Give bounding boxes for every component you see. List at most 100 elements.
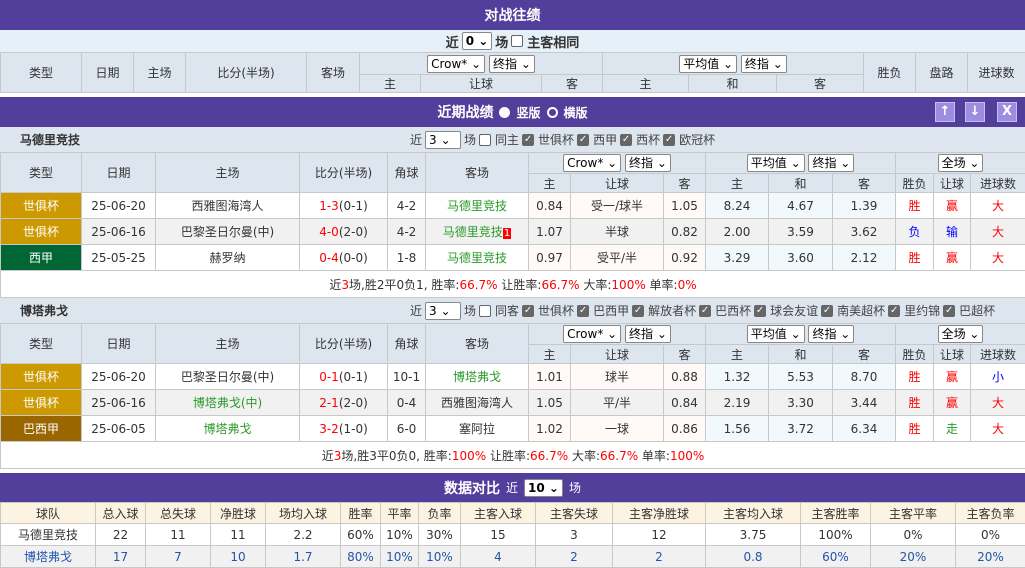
company-select[interactable]: Crow* ⌄ bbox=[427, 55, 485, 73]
h2h-th-result: 胜负 bbox=[864, 53, 916, 93]
h2h-filter: 近 0 ⌄ 场 主客相同 bbox=[0, 30, 1025, 52]
full-score: 3-2 bbox=[319, 422, 339, 436]
league-type[interactable]: 西甲 bbox=[1, 245, 82, 271]
league-filter-checkbox[interactable]: ✓ bbox=[888, 305, 900, 317]
odds-type-select[interactable]: 终指 ⌄ bbox=[625, 154, 671, 172]
odds-type-select[interactable]: 终指 ⌄ bbox=[489, 55, 535, 73]
league-filter-checkbox[interactable]: ✓ bbox=[663, 134, 675, 146]
compare-value: 3 bbox=[536, 524, 613, 546]
league-filter-checkbox[interactable]: ✓ bbox=[699, 305, 711, 317]
odds-type-select[interactable]: 终指 ⌄ bbox=[625, 325, 671, 343]
summary-part: 0% bbox=[678, 278, 697, 292]
close-button[interactable]: X bbox=[997, 102, 1017, 122]
match-score[interactable]: 3-2(1-0) bbox=[300, 416, 388, 442]
away-team[interactable]: 西雅图海湾人 bbox=[426, 390, 529, 416]
half-score: (2-0) bbox=[339, 396, 368, 410]
summary-part: 100% bbox=[452, 449, 486, 463]
compare-header: 胜率 bbox=[341, 503, 381, 524]
summary-part: 100% bbox=[611, 278, 645, 292]
away-team-name: 博塔弗戈 bbox=[453, 370, 501, 384]
compare-value: 30% bbox=[419, 524, 461, 546]
league-filter-checkbox[interactable]: ✓ bbox=[522, 134, 534, 146]
league-type[interactable]: 世俱杯 bbox=[1, 193, 82, 219]
euro-odds-type-select[interactable]: 终指 ⌄ bbox=[808, 325, 854, 343]
period-select[interactable]: 全场 ⌄ bbox=[938, 325, 984, 343]
compare-count-select[interactable]: 10 ⌄ bbox=[524, 479, 563, 497]
asian-selects: Crow* ⌄ 终指 ⌄ bbox=[529, 324, 706, 345]
match-score[interactable]: 0-4(0-0) bbox=[300, 245, 388, 271]
away-team[interactable]: 博塔弗戈 bbox=[426, 364, 529, 390]
league-type[interactable]: 世俱杯 bbox=[1, 390, 82, 416]
away-team[interactable]: 马德里竞技1 bbox=[426, 219, 529, 245]
move-down-button[interactable]: ↓ bbox=[965, 102, 985, 122]
corner-score: 10-1 bbox=[388, 364, 426, 390]
league-type[interactable]: 世俱杯 bbox=[1, 364, 82, 390]
home-team[interactable]: 巴黎圣日尔曼(中) bbox=[156, 219, 300, 245]
compare-value: 0.8 bbox=[706, 546, 801, 568]
vertical-radio[interactable] bbox=[499, 107, 510, 118]
away-team-name: 塞阿拉 bbox=[459, 422, 495, 436]
same-checkbox[interactable] bbox=[479, 305, 491, 317]
away-team[interactable]: 塞阿拉 bbox=[426, 416, 529, 442]
compare-value: 20% bbox=[956, 546, 1025, 568]
league-filter-checkbox[interactable]: ✓ bbox=[754, 305, 766, 317]
match-count-select[interactable]: 3 ⌄ bbox=[425, 131, 461, 149]
horizontal-radio[interactable] bbox=[547, 107, 558, 118]
same-checkbox[interactable] bbox=[479, 134, 491, 146]
match-score[interactable]: 4-0(2-0) bbox=[300, 219, 388, 245]
league-filter-checkbox[interactable]: ✓ bbox=[821, 305, 833, 317]
league-type[interactable]: 世俱杯 bbox=[1, 219, 82, 245]
euro-odds: 3.29 bbox=[706, 245, 769, 271]
company-select[interactable]: Crow* ⌄ bbox=[563, 154, 621, 172]
column-subheader: 主 bbox=[529, 345, 571, 364]
league-type[interactable]: 巴西甲 bbox=[1, 416, 82, 442]
euro-odds-type-select[interactable]: 终指 ⌄ bbox=[808, 154, 854, 172]
league-filter-checkbox[interactable]: ✓ bbox=[943, 305, 955, 317]
h2h-title: 对战往绩 bbox=[485, 5, 541, 25]
handicap-result: 走 bbox=[934, 416, 971, 442]
near-label: 近 bbox=[410, 302, 422, 319]
home-team[interactable]: 博塔弗戈(中) bbox=[156, 390, 300, 416]
home-team[interactable]: 西雅图海湾人 bbox=[156, 193, 300, 219]
unit-label: 场 bbox=[464, 302, 476, 319]
compare-header: 场均入球 bbox=[266, 503, 341, 524]
compare-header-row: 球队总入球总失球净胜球场均入球胜率平率负率主客入球主客失球主客净胜球主客均入球主… bbox=[1, 503, 1025, 524]
euro-company-select[interactable]: 平均值 ⌄ bbox=[679, 55, 737, 73]
same-label: 同客 bbox=[495, 302, 519, 319]
away-team[interactable]: 马德里竞技 bbox=[426, 245, 529, 271]
league-filter-label: 球会友谊 bbox=[770, 302, 818, 319]
home-team[interactable]: 赫罗纳 bbox=[156, 245, 300, 271]
euro-odds-type-select[interactable]: 终指 ⌄ bbox=[741, 55, 787, 73]
period-select[interactable]: 全场 ⌄ bbox=[938, 154, 984, 172]
league-filter-checkbox[interactable]: ✓ bbox=[577, 305, 589, 317]
summary-part: 66.7% bbox=[530, 449, 568, 463]
compare-value: 10 bbox=[211, 546, 266, 568]
h2h-count-select[interactable]: 0 ⌄ bbox=[462, 32, 493, 50]
euro-company-select[interactable]: 平均值 ⌄ bbox=[747, 154, 805, 172]
home-team[interactable]: 博塔弗戈 bbox=[156, 416, 300, 442]
match-score[interactable]: 1-3(0-1) bbox=[300, 193, 388, 219]
compare-value: 80% bbox=[341, 546, 381, 568]
league-filter-checkbox[interactable]: ✓ bbox=[577, 134, 589, 146]
home-team[interactable]: 巴黎圣日尔曼(中) bbox=[156, 364, 300, 390]
move-up-button[interactable]: ↑ bbox=[935, 102, 955, 122]
league-filter-checkbox[interactable]: ✓ bbox=[620, 134, 632, 146]
match-count-select[interactable]: 3 ⌄ bbox=[425, 302, 461, 320]
compare-header: 负率 bbox=[419, 503, 461, 524]
same-home-away-checkbox[interactable] bbox=[511, 35, 523, 47]
goals-result: 大 bbox=[971, 390, 1025, 416]
away-team[interactable]: 马德里竞技 bbox=[426, 193, 529, 219]
compare-value: 15 bbox=[461, 524, 536, 546]
asian-odds: 1.07 bbox=[529, 219, 571, 245]
match-score[interactable]: 0-1(0-1) bbox=[300, 364, 388, 390]
league-filter-checkbox[interactable]: ✓ bbox=[522, 305, 534, 317]
league-filter-checkbox[interactable]: ✓ bbox=[632, 305, 644, 317]
compare-header: 主客平率 bbox=[871, 503, 956, 524]
match-score[interactable]: 2-1(2-0) bbox=[300, 390, 388, 416]
company-select[interactable]: Crow* ⌄ bbox=[563, 325, 621, 343]
team-name: 马德里竞技 bbox=[1, 524, 96, 546]
euro-company-select[interactable]: 平均值 ⌄ bbox=[747, 325, 805, 343]
